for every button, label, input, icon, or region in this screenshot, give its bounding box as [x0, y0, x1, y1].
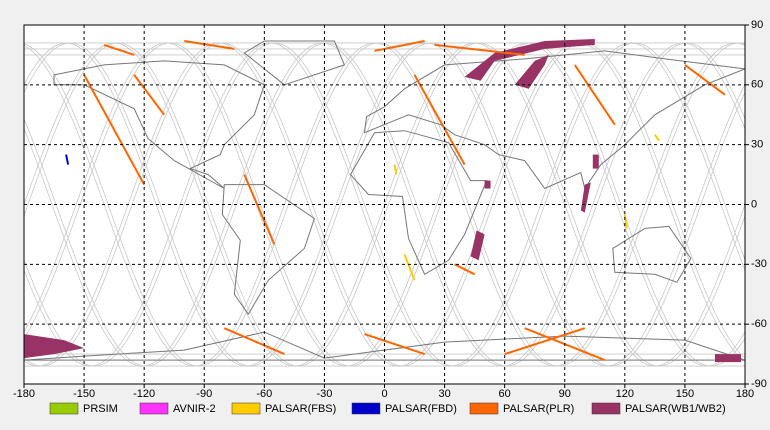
coastline [349, 130, 488, 276]
x-tick-label: -60 [256, 388, 272, 400]
x-tick-label: -30 [316, 388, 332, 400]
swath-plr [103, 43, 135, 56]
x-tick-label: 150 [676, 388, 694, 400]
swath-wb [592, 154, 599, 169]
legend-swatch [139, 402, 169, 415]
swath-fbs [654, 134, 660, 142]
legend-label: AVNIR-2 [173, 403, 216, 415]
y-tick-label: 60 [751, 79, 763, 91]
swath-plr [454, 263, 476, 276]
swath-plr [374, 40, 425, 52]
swath-plr [223, 327, 285, 356]
y-tick-label: -30 [751, 258, 767, 270]
swath-plr [184, 40, 235, 50]
y-tick-label: 0 [751, 198, 757, 210]
x-tick-label: 120 [616, 388, 634, 400]
x-tick-label: 180 [736, 388, 754, 400]
swath-plr [83, 74, 146, 186]
legend-swatch [591, 402, 621, 415]
x-tick-label: 90 [559, 388, 571, 400]
swath-plr [434, 43, 525, 56]
x-tick-label: -180 [13, 388, 35, 400]
swath-wb [580, 182, 591, 213]
x-tick-label: -90 [196, 388, 212, 400]
y-tick-label: -60 [751, 318, 767, 330]
x-tick-label: -120 [133, 388, 155, 400]
coastline [221, 184, 315, 316]
y-tick-label: 30 [751, 139, 763, 151]
legend-swatch [351, 402, 381, 415]
swath-plr [364, 333, 425, 356]
x-tick-label: 30 [438, 388, 450, 400]
plot-frame [23, 24, 746, 385]
swath-fbd [65, 154, 70, 165]
legend-swatch [49, 402, 79, 415]
y-tick-label: 90 [751, 19, 763, 31]
swath-plr [684, 64, 726, 96]
legend-label: PALSAR(PLR) [503, 403, 574, 415]
x-tick-label: -150 [73, 388, 95, 400]
swath-plr [573, 64, 616, 126]
swath-fbs [623, 214, 628, 229]
swath-fbs [403, 254, 416, 281]
swath-wb [464, 39, 595, 81]
swath-plr [133, 74, 165, 116]
swath-wb [24, 334, 85, 359]
legend-swatch [231, 402, 261, 415]
swath-wb [514, 54, 549, 89]
coastline [612, 225, 692, 283]
x-tick-label: 60 [499, 388, 511, 400]
legend-swatch [469, 402, 499, 415]
swath-plr [413, 74, 466, 166]
legend-label: PRSIM [83, 403, 118, 415]
swath-fbs [393, 164, 398, 175]
x-tick-label: 0 [381, 388, 387, 400]
swath-wb [715, 354, 741, 363]
legend-label: PALSAR(WB1/WB2) [625, 403, 726, 415]
legend-label: PALSAR(FBS) [265, 403, 336, 415]
swath-wb [470, 230, 485, 261]
y-tick-label: -90 [751, 378, 767, 390]
swath-plr [243, 174, 276, 245]
swath-wb [484, 180, 491, 189]
coastline [243, 40, 346, 86]
legend-label: PALSAR(FBD) [385, 403, 457, 415]
swath-plr [504, 327, 586, 356]
